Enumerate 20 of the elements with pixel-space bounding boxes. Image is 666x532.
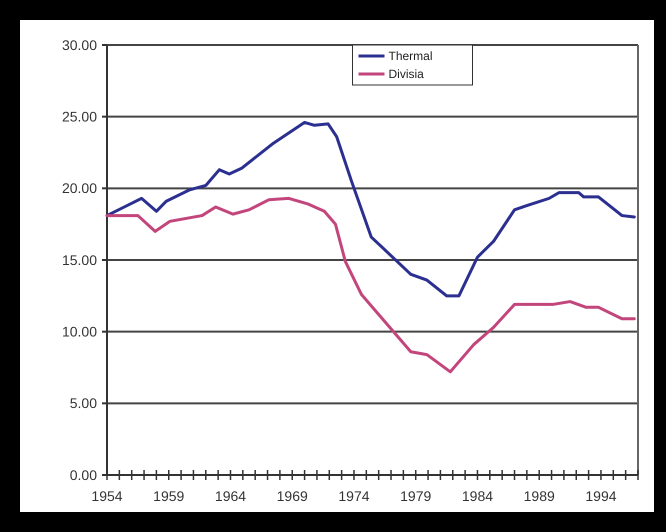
x-tick-label: 1959 [153,488,185,504]
x-tick-label: 1969 [276,488,308,504]
x-tick-label: 1954 [91,488,123,504]
y-tick-label: 20.00 [62,180,98,196]
y-tick-label: 30.00 [62,36,98,53]
legend-label: Divisia [388,67,424,82]
x-tick-label: 1984 [462,488,494,504]
line-series [106,120,636,298]
y-tick-label: 10.00 [62,324,98,340]
y-tick-label: 15.00 [62,252,98,268]
line-series [106,196,636,374]
x-tick-label: 1994 [585,488,617,504]
x-tick-label: 1989 [524,488,555,504]
x-tick-label: 1974 [338,488,370,504]
x-tick-label: 1964 [214,488,246,504]
y-tick-label: 0.00 [70,466,98,483]
y-tick-label: 25.00 [62,108,98,125]
y-tick-label: 5.00 [70,395,98,412]
x-tick-label: 1979 [400,488,432,504]
legend-label: Thermal [388,49,433,64]
